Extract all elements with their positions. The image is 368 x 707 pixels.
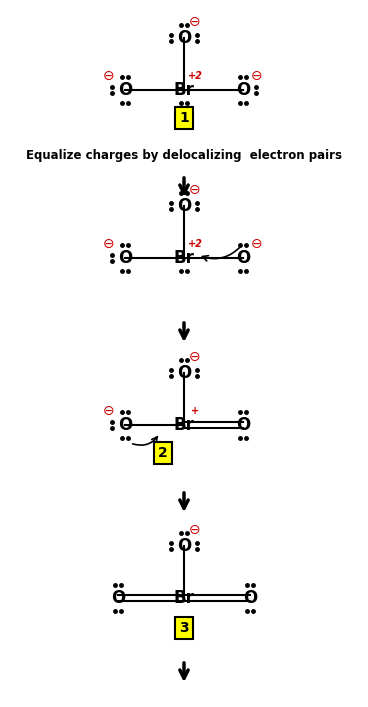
Text: Br: Br (174, 589, 194, 607)
Text: Br: Br (174, 249, 194, 267)
Text: O: O (236, 249, 250, 267)
Text: +: + (191, 406, 199, 416)
Text: O: O (118, 416, 132, 434)
Text: O: O (243, 589, 257, 607)
Text: ⊖: ⊖ (251, 69, 263, 83)
Text: +2: +2 (188, 239, 202, 249)
Text: O: O (177, 29, 191, 47)
Text: Equalize charges by delocalizing  electron pairs: Equalize charges by delocalizing electro… (26, 148, 342, 161)
Text: O: O (111, 589, 125, 607)
Text: ⊖: ⊖ (103, 404, 115, 418)
Text: O: O (177, 197, 191, 215)
Text: Br: Br (174, 81, 194, 99)
Text: O: O (236, 81, 250, 99)
Text: ⊖: ⊖ (189, 523, 201, 537)
Text: 2: 2 (158, 446, 168, 460)
Text: Br: Br (174, 416, 194, 434)
Text: O: O (118, 249, 132, 267)
Text: O: O (177, 537, 191, 555)
Text: ⊖: ⊖ (189, 15, 201, 29)
Text: +2: +2 (188, 71, 202, 81)
Text: ⊖: ⊖ (103, 237, 115, 251)
Text: ⊖: ⊖ (251, 237, 263, 251)
Text: O: O (177, 364, 191, 382)
Text: O: O (118, 81, 132, 99)
Text: ⊖: ⊖ (189, 350, 201, 364)
Text: 1: 1 (179, 111, 189, 125)
Text: O: O (236, 416, 250, 434)
Text: ⊖: ⊖ (103, 69, 115, 83)
Text: ⊖: ⊖ (189, 183, 201, 197)
Text: 3: 3 (179, 621, 189, 635)
